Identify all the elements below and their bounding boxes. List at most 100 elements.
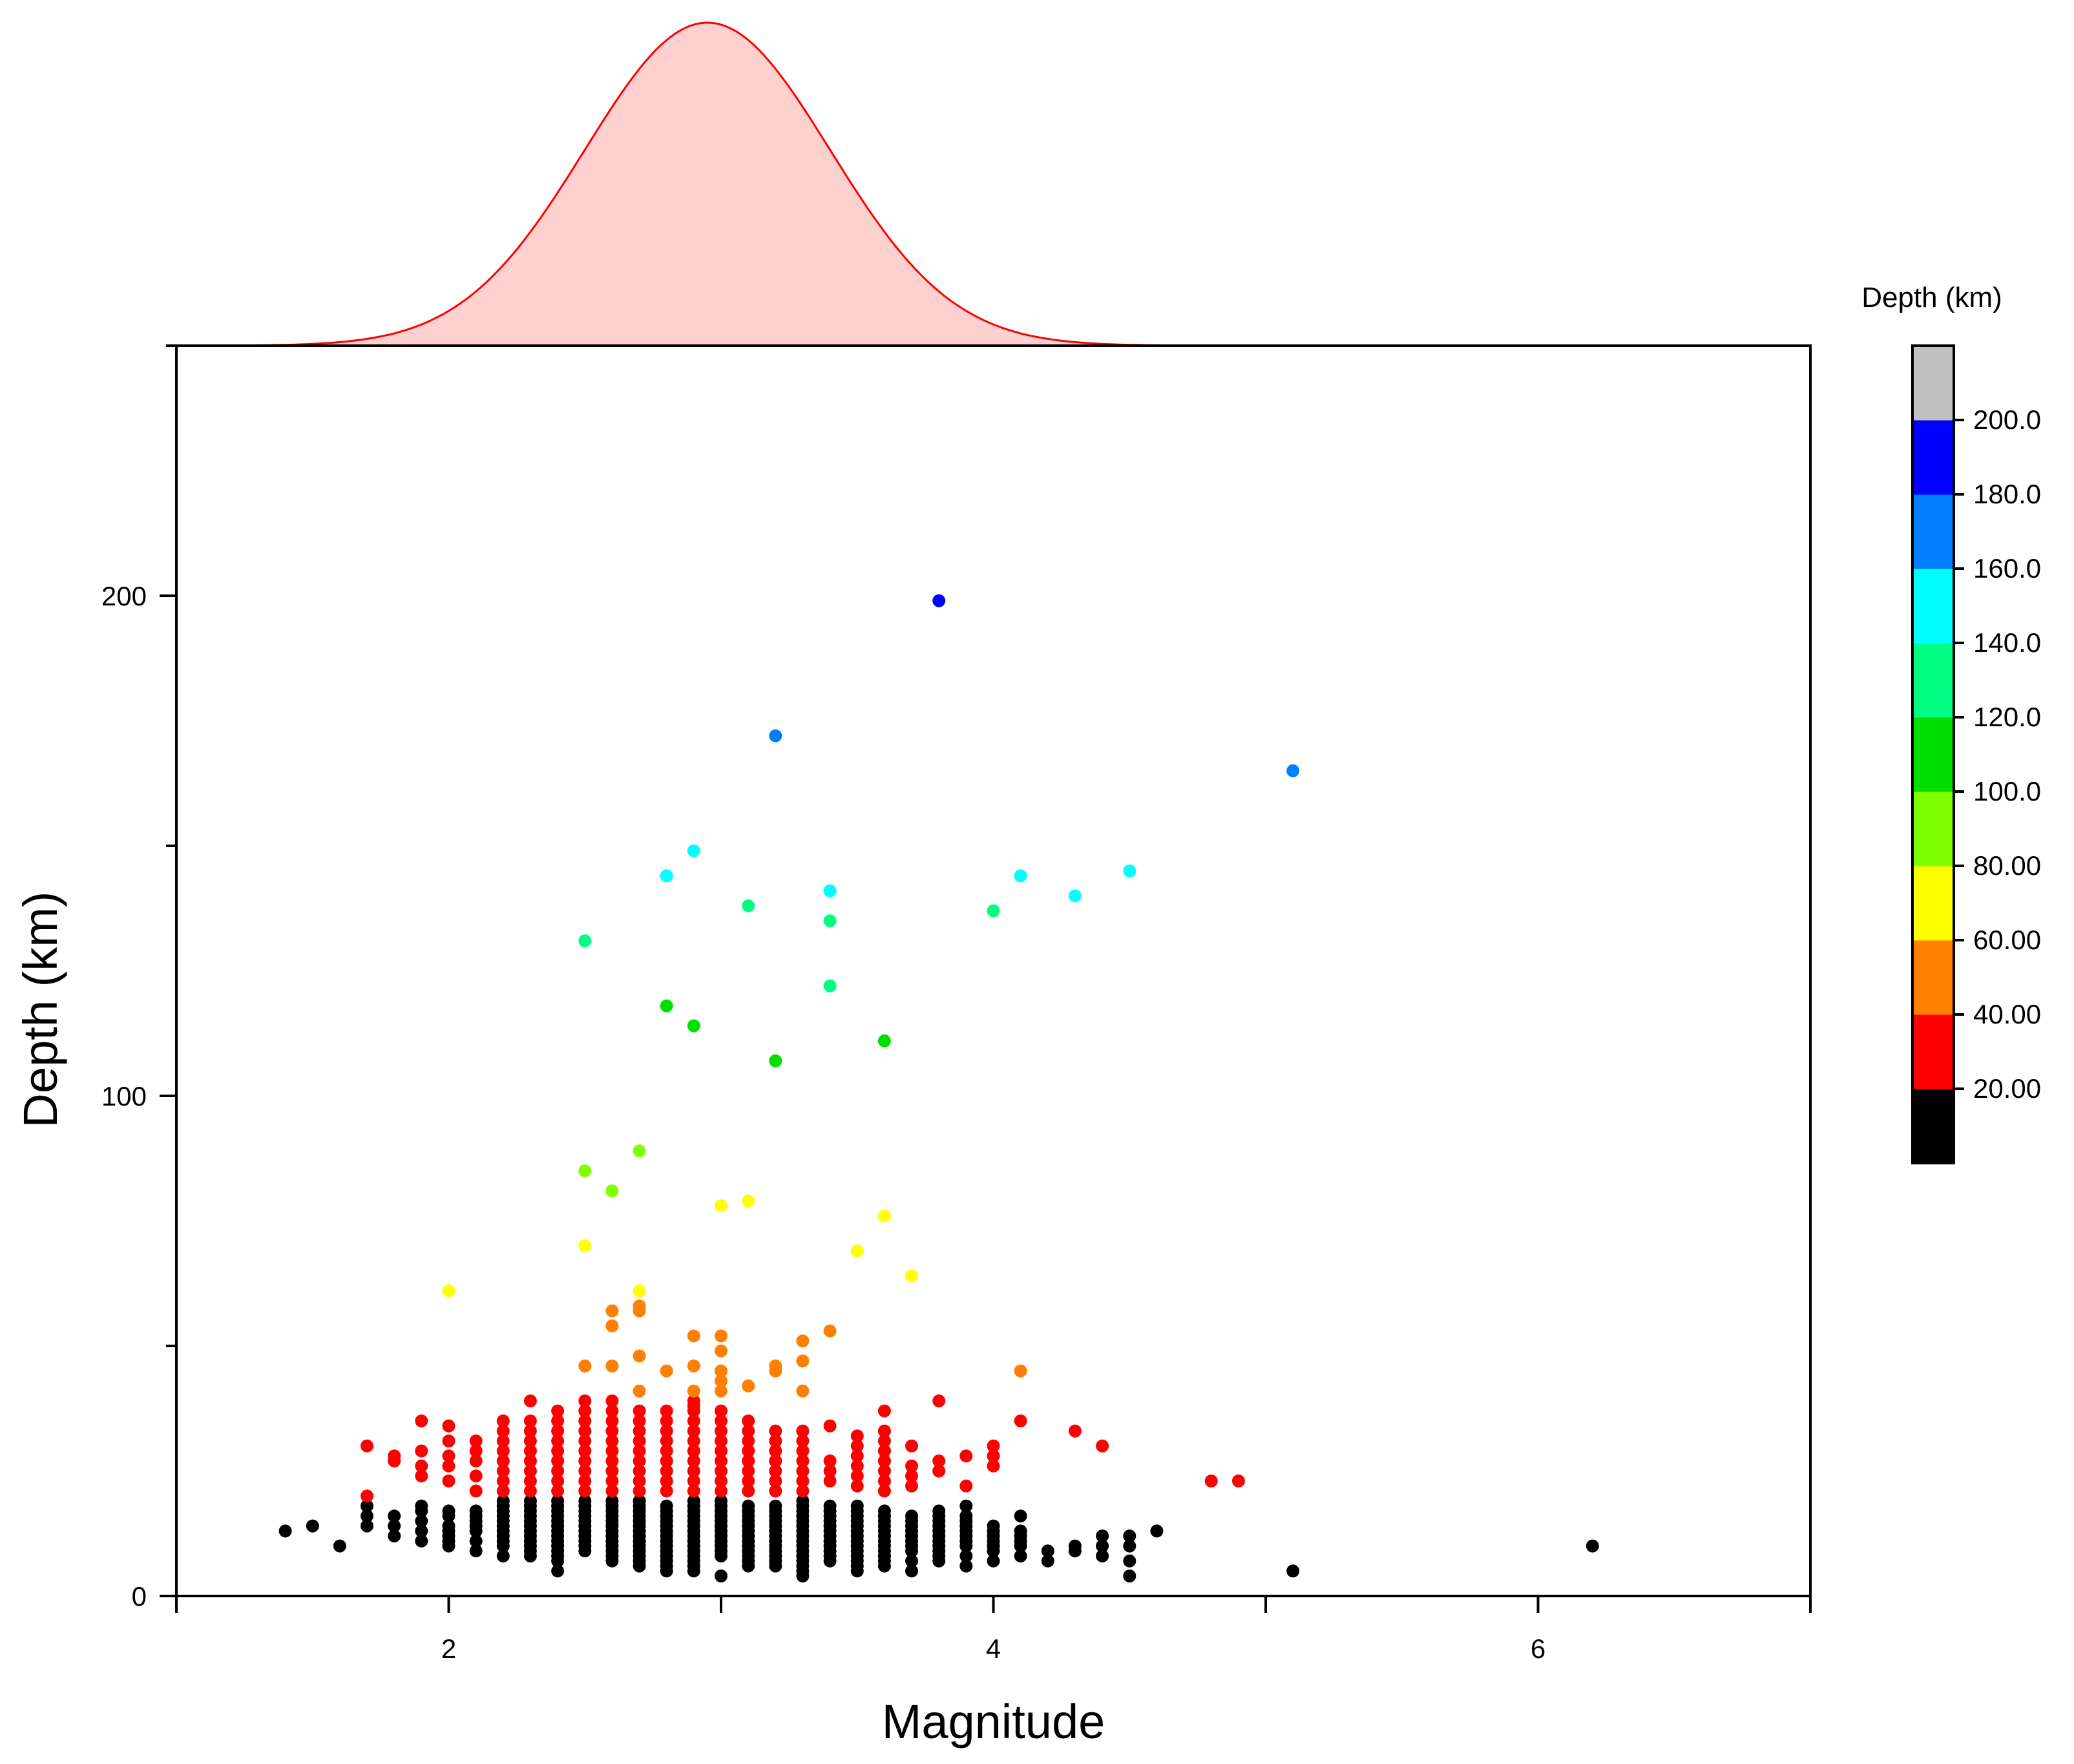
data-point	[1068, 889, 1082, 903]
data-point	[1123, 1539, 1137, 1553]
data-point	[633, 1349, 646, 1363]
data-point	[796, 1484, 810, 1498]
y-tick-label: 100	[101, 1081, 147, 1111]
data-point	[715, 1384, 728, 1398]
data-point	[769, 1454, 782, 1467]
data-point	[496, 1414, 510, 1428]
data-point	[987, 1449, 1000, 1463]
data-point	[1586, 1539, 1599, 1553]
colorbar-swatch	[1912, 494, 1954, 569]
data-point	[578, 1484, 592, 1498]
data-point	[578, 934, 592, 948]
data-point	[578, 1360, 592, 1372]
data-point	[551, 1424, 565, 1438]
data-point	[551, 1434, 565, 1448]
data-point	[687, 1464, 700, 1478]
data-point	[442, 1504, 456, 1518]
data-point	[877, 1484, 891, 1498]
data-point	[551, 1464, 565, 1478]
magnitude-density-area	[176, 21, 1810, 347]
data-point	[578, 1424, 592, 1438]
data-point	[987, 1519, 1000, 1533]
data-point	[578, 1475, 592, 1487]
data-point	[823, 914, 837, 928]
data-point	[605, 1434, 619, 1448]
data-point	[850, 1439, 864, 1453]
data-point	[742, 1414, 755, 1428]
data-point	[796, 1334, 810, 1348]
plot-frame	[175, 344, 1812, 1597]
data-point	[905, 1479, 918, 1493]
colorbar-tick-label: 60.00	[1973, 925, 2041, 955]
data-point	[633, 1424, 646, 1438]
data-point	[796, 1434, 810, 1448]
data-point	[1014, 1414, 1027, 1428]
x-axis-title: Magnitude	[882, 1695, 1105, 1748]
data-point	[687, 1434, 700, 1448]
y-tick-label: 0	[132, 1581, 147, 1612]
data-point	[687, 844, 700, 857]
data-point	[333, 1539, 346, 1553]
data-point	[660, 1454, 673, 1467]
data-point	[388, 1519, 401, 1533]
data-point	[715, 1199, 728, 1213]
data-point	[496, 1484, 510, 1498]
data-point	[715, 1454, 728, 1467]
data-point	[796, 1464, 810, 1478]
data-point	[877, 1034, 891, 1047]
data-point	[687, 1019, 700, 1033]
data-point	[523, 1484, 537, 1498]
data-point	[660, 1364, 673, 1378]
data-point	[850, 1469, 864, 1483]
colorbar-tick-label: 120.0	[1973, 702, 2041, 732]
data-point	[496, 1434, 510, 1448]
data-point	[715, 1344, 728, 1358]
data-point	[823, 1324, 837, 1338]
colorbar-tick-label: 140.0	[1973, 627, 2041, 658]
data-point	[877, 1504, 891, 1518]
data-point	[1123, 1554, 1137, 1568]
data-point	[469, 1454, 483, 1467]
data-point	[442, 1284, 456, 1297]
data-point	[1123, 864, 1137, 877]
data-point	[905, 1554, 918, 1568]
data-point	[715, 1444, 728, 1458]
data-point	[877, 1424, 891, 1438]
data-point	[796, 1354, 810, 1368]
data-point	[496, 1494, 510, 1507]
data-point	[633, 1414, 646, 1428]
data-point	[742, 1454, 755, 1467]
data-point	[578, 1454, 592, 1467]
plot-axes: 2 4 6 0 100 200 Magnitude Depth (km)	[14, 344, 1812, 1748]
data-point	[687, 1475, 700, 1487]
data-point	[660, 1464, 673, 1478]
data-point	[523, 1454, 537, 1467]
data-point	[769, 1484, 782, 1498]
data-point	[769, 1499, 782, 1513]
data-point	[469, 1484, 483, 1498]
data-point	[605, 1414, 619, 1428]
data-point	[769, 1434, 782, 1448]
data-point	[959, 1559, 973, 1573]
data-point	[905, 1269, 918, 1283]
data-point	[415, 1444, 428, 1458]
data-point	[605, 1475, 619, 1487]
data-point	[769, 1360, 782, 1372]
y-tick-label: 200	[101, 581, 147, 611]
data-point	[796, 1384, 810, 1398]
data-point	[769, 1424, 782, 1438]
data-point	[796, 1424, 810, 1438]
data-point	[715, 1404, 728, 1418]
data-point	[578, 1494, 592, 1507]
data-point	[605, 1454, 619, 1467]
data-point	[877, 1209, 891, 1223]
data-point	[1014, 1549, 1027, 1563]
data-point	[523, 1464, 537, 1478]
data-point	[388, 1529, 401, 1543]
data-point	[1123, 1570, 1137, 1582]
data-point	[1096, 1439, 1109, 1453]
data-point	[715, 1475, 728, 1487]
data-point	[742, 1194, 755, 1208]
colorbar-tick-label: 40.00	[1973, 999, 2041, 1029]
